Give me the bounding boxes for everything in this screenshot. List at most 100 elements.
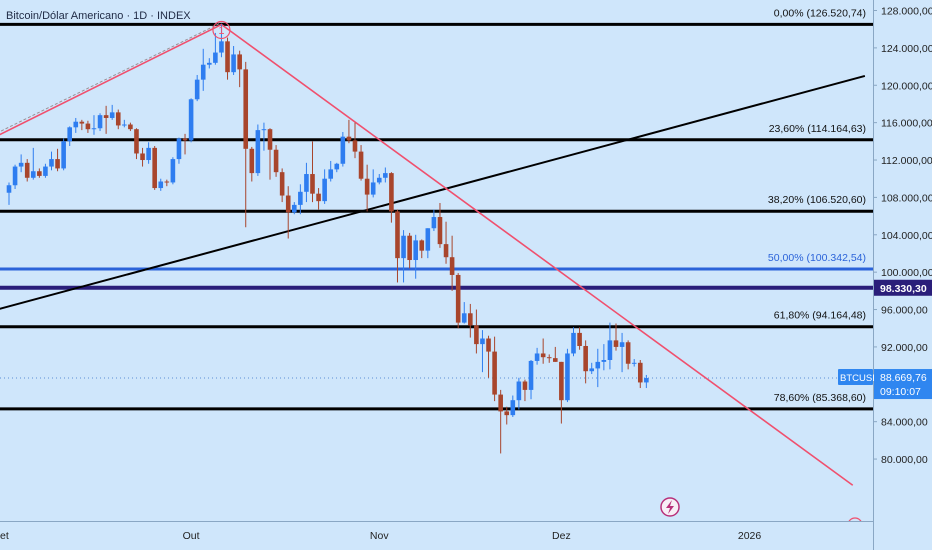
candle-body[interactable] [358,151,364,179]
candle-body[interactable] [24,162,30,178]
candle-body[interactable] [97,115,103,129]
candle-body[interactable] [431,217,437,229]
candle-body[interactable] [55,159,60,169]
candle-body[interactable] [370,182,376,195]
candle-body[interactable] [43,166,48,176]
candle-body[interactable] [577,332,582,346]
candle-body[interactable] [261,129,267,131]
candle-body[interactable] [565,353,570,401]
candle-body[interactable] [18,162,24,167]
candle-body[interactable] [468,313,473,326]
candle-body[interactable] [61,141,66,169]
candle-body[interactable] [243,69,249,149]
candle-body[interactable] [279,172,285,196]
candle-body[interactable] [213,52,218,63]
candle-body[interactable] [140,153,145,161]
candle-body[interactable] [443,244,449,258]
candle-body[interactable] [631,362,637,364]
candle-body[interactable] [601,360,607,362]
candle-body[interactable] [492,351,497,395]
candle-body[interactable] [334,163,340,170]
candle-body[interactable] [534,353,540,361]
candle-body[interactable] [328,169,334,179]
candle-body[interactable] [619,342,625,347]
candle-body[interactable] [316,193,321,202]
candle-body[interactable] [6,185,12,193]
candle-body[interactable] [571,332,576,354]
candle-body[interactable] [12,166,18,186]
candle-body[interactable] [346,136,352,141]
candle-body[interactable] [419,240,425,251]
candle-body[interactable] [461,313,467,323]
candle-body[interactable] [152,147,157,189]
candle-body[interactable] [498,394,503,412]
candle-body[interactable] [194,79,200,100]
candle-body[interactable] [170,159,176,183]
candle-body[interactable] [383,173,388,178]
candle-body[interactable] [437,217,443,245]
candle-body[interactable] [267,129,273,150]
candle-body[interactable] [115,112,121,126]
candle-body[interactable] [559,361,564,401]
candle-body[interactable] [364,178,370,195]
candle-body[interactable] [474,325,479,345]
candle-body[interactable] [310,174,315,194]
candle-body[interactable] [67,127,72,142]
candle-body[interactable] [522,381,528,390]
candle-body[interactable] [583,345,588,372]
candle-body[interactable] [291,204,297,213]
candle-body[interactable] [103,115,109,118]
candle-body[interactable] [219,41,224,53]
candle-body[interactable] [644,378,649,383]
candle-body[interactable] [322,178,327,202]
candle-body[interactable] [298,191,303,205]
candle-body[interactable] [607,340,613,361]
candle-body[interactable] [413,240,418,261]
candle-body[interactable] [504,411,510,416]
candle-body[interactable] [637,362,643,383]
candle-body[interactable] [134,129,139,154]
candle-body[interactable] [425,228,431,251]
candle-body[interactable] [146,147,151,161]
candle-body[interactable] [176,138,182,160]
candle-body[interactable] [182,138,188,141]
candle-body[interactable] [352,140,358,152]
candle-body[interactable] [122,124,127,126]
candle-body[interactable] [158,181,164,189]
candle-body[interactable] [285,195,291,213]
candle-body[interactable] [128,124,133,130]
candle-body[interactable] [407,235,412,261]
candle-body[interactable] [510,400,516,416]
candle-body[interactable] [37,171,42,176]
candle-body[interactable] [188,99,194,141]
candle-body[interactable] [455,274,461,323]
candle-body[interactable] [207,62,212,65]
candle-body[interactable] [486,338,491,352]
candle-body[interactable] [91,128,97,130]
candle-body[interactable] [30,171,36,178]
candle-body[interactable] [613,340,619,347]
candle-body[interactable] [225,41,230,73]
candle-body[interactable] [376,177,382,183]
candle-body[interactable] [389,173,394,212]
candle-body[interactable] [395,211,400,259]
candle-body[interactable] [589,368,595,372]
candle-body[interactable] [595,361,601,369]
candle-body[interactable] [109,112,115,118]
candle-body[interactable] [449,257,455,275]
candle-body[interactable] [516,381,522,401]
trend-line[interactable] [0,74,866,342]
candle-body[interactable] [255,130,261,174]
candle-body[interactable] [249,148,255,174]
candle-body[interactable] [79,121,85,124]
candle-body[interactable] [200,64,206,80]
candle-body[interactable] [546,357,552,359]
candle-body[interactable] [85,123,91,130]
candle-body[interactable] [480,338,485,345]
candle-body[interactable] [528,360,534,390]
candle-body[interactable] [73,121,79,128]
candle-body[interactable] [49,159,54,167]
candle-body[interactable] [164,181,170,183]
candle-body[interactable] [273,149,279,173]
